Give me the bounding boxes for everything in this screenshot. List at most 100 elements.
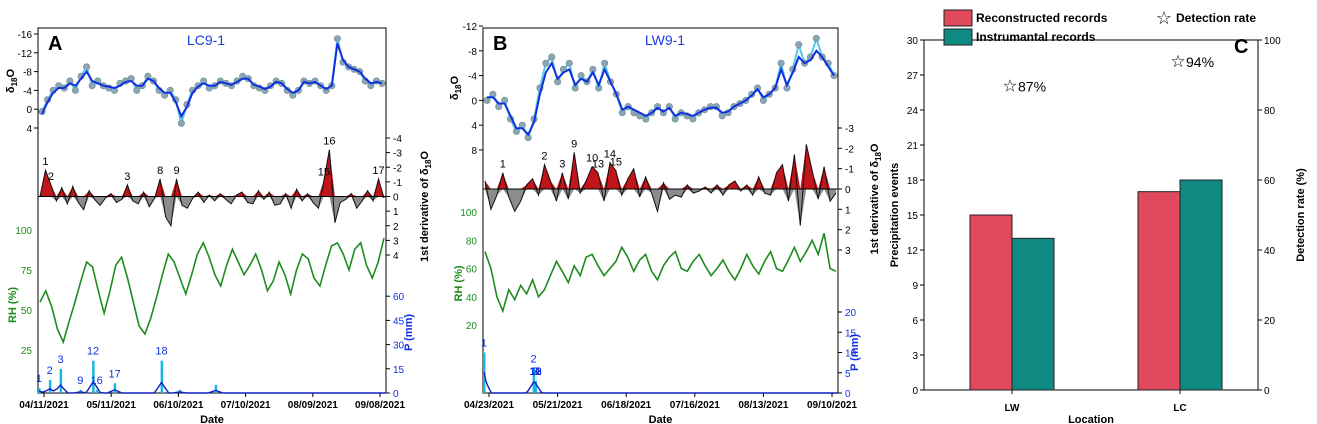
derivative-event-label: 1 [500,159,506,171]
d18o-data-point [177,119,185,127]
derivative-event-label: 2 [48,171,54,183]
y-tick-label-derivative: -1 [845,165,854,176]
precip-bar [160,360,164,393]
y-tick-label-precip: 0 [845,389,851,400]
y-axis-label-d18o: δ18O [5,68,19,93]
d18o-data-point [542,59,550,67]
derivative-event-label: 14 [604,149,616,161]
y-tick-label-rh: 75 [21,266,33,277]
legend-swatch [943,28,973,46]
precip-smooth-line [483,371,837,394]
derivative-event-label: 15 [610,157,622,169]
precip-bar [534,380,538,393]
y-tick-label-d18o: 0 [471,96,477,107]
detection-rate-star: ☆ [1002,77,1017,96]
y-tick-label-left: 9 [912,281,918,292]
y-tick-label-left: 27 [907,71,919,82]
d18o-data-point [88,82,96,90]
y-tick-label-derivative: -2 [393,163,402,174]
detection-rate-label: 94% [1186,54,1214,70]
bar [1137,191,1181,391]
y-tick-label-left: 21 [907,141,919,152]
d18o-data-point [795,41,803,49]
precip-event-label: 9 [77,375,83,387]
y-tick-label-d18o: -4 [23,86,32,97]
x-tick-label: LW [1005,403,1021,414]
y-tick-label-derivative: -3 [845,124,854,135]
precip-event-label: 1 [36,373,42,385]
y-tick-label-derivative: -2 [845,144,854,155]
d18o-data-point [601,59,609,67]
x-tick-label: LC [1173,403,1186,414]
y-tick-label-precip: 10 [845,349,857,360]
precip-event-label: 10 [529,366,541,378]
x-tick-label: 04/11/2021 [19,400,69,411]
y-tick-label-derivative: -3 [393,149,402,160]
precip-bar [113,383,117,393]
y-tick-label-rh: 100 [15,226,32,237]
derivative-event-label: 9 [173,165,179,177]
precip-event-label: 1 [481,338,487,350]
y-tick-label-left: 6 [912,316,918,327]
x-tick-label: 04/23/2021 [464,400,514,411]
y-tick-label-derivative: 3 [393,236,399,247]
y-tick-label-rh: 40 [466,293,478,304]
y-axis-label-left: Precipitation events [889,163,901,268]
y-tick-label-d18o: -4 [468,72,477,83]
y-tick-label-right: 60 [1264,176,1276,187]
d18o-data-point [71,86,79,94]
y-tick-label-d18o: 0 [26,105,32,116]
precip-bar [59,368,63,393]
y-tick-label-right: 20 [1264,316,1276,327]
rh-line [484,232,837,314]
precip-event-label: 16 [90,375,102,387]
panel-letter: A [48,33,62,55]
d18o-data-point [565,59,573,67]
panel-c: C 0 3 6 9 12 15 18 21 24 27 30 0 20 40 60 80 100 Precipita… [889,8,1307,424]
precip-event-label: 2 [47,365,53,377]
precip-event-label: 18 [155,346,167,358]
bar [1179,179,1223,391]
derivative-event-label: 8 [157,165,163,177]
y-tick-label-rh: 20 [466,321,478,332]
site-label: LW9-1 [645,32,685,48]
y-tick-label-right: 40 [1264,246,1276,257]
bar [1011,237,1055,391]
x-tick-label: 07/16/2021 [670,400,720,411]
legend-label: Reconstructed records [976,11,1108,25]
x-tick-label: 09/08/2021 [355,400,405,411]
x-axis-label: Date [200,414,224,424]
x-tick-label: 06/10/2021 [153,400,203,411]
precip-event-label: 3 [532,366,538,378]
derivative-positive-fill [485,144,836,189]
precip-event-label: 3 [57,354,63,366]
y-tick-label-d18o: 4 [471,121,477,132]
derivative-line [484,144,837,226]
precip-event-label: 2 [531,354,537,366]
y-tick-label-derivative: 0 [393,193,399,204]
y-tick-label-derivative: 2 [845,226,851,237]
derivative-negative-fill [40,196,384,226]
y-tick-label-rh: 50 [21,306,33,317]
y-axis-label-derivative: 1st derivative of δ18O [419,151,433,262]
y-tick-label-precip: 45 [393,316,405,327]
y-tick-label-rh: 100 [460,208,477,219]
y-axis-label-d18o: δ18O [449,75,463,100]
detection-rate-star: ☆ [1170,52,1185,71]
precip-event-label: 12 [87,346,99,358]
y-tick-label-d18o: -16 [18,30,33,41]
x-tick-label: 05/11/2021 [86,400,136,411]
y-tick-label-precip: 15 [845,328,857,339]
x-tick-label: 08/09/2021 [288,400,338,411]
derivative-event-label: 1 [42,156,48,168]
panel-letter: B [493,33,507,55]
precip-bar [92,360,95,393]
d18o-smooth-line [41,43,383,119]
legend-label: Instrumantal records [976,30,1096,44]
y-tick-label-derivative: 2 [393,222,399,233]
derivative-event-label: 15 [318,166,330,178]
y-tick-label-left: 15 [907,211,919,222]
x-tick-label: 07/10/2021 [221,400,271,411]
